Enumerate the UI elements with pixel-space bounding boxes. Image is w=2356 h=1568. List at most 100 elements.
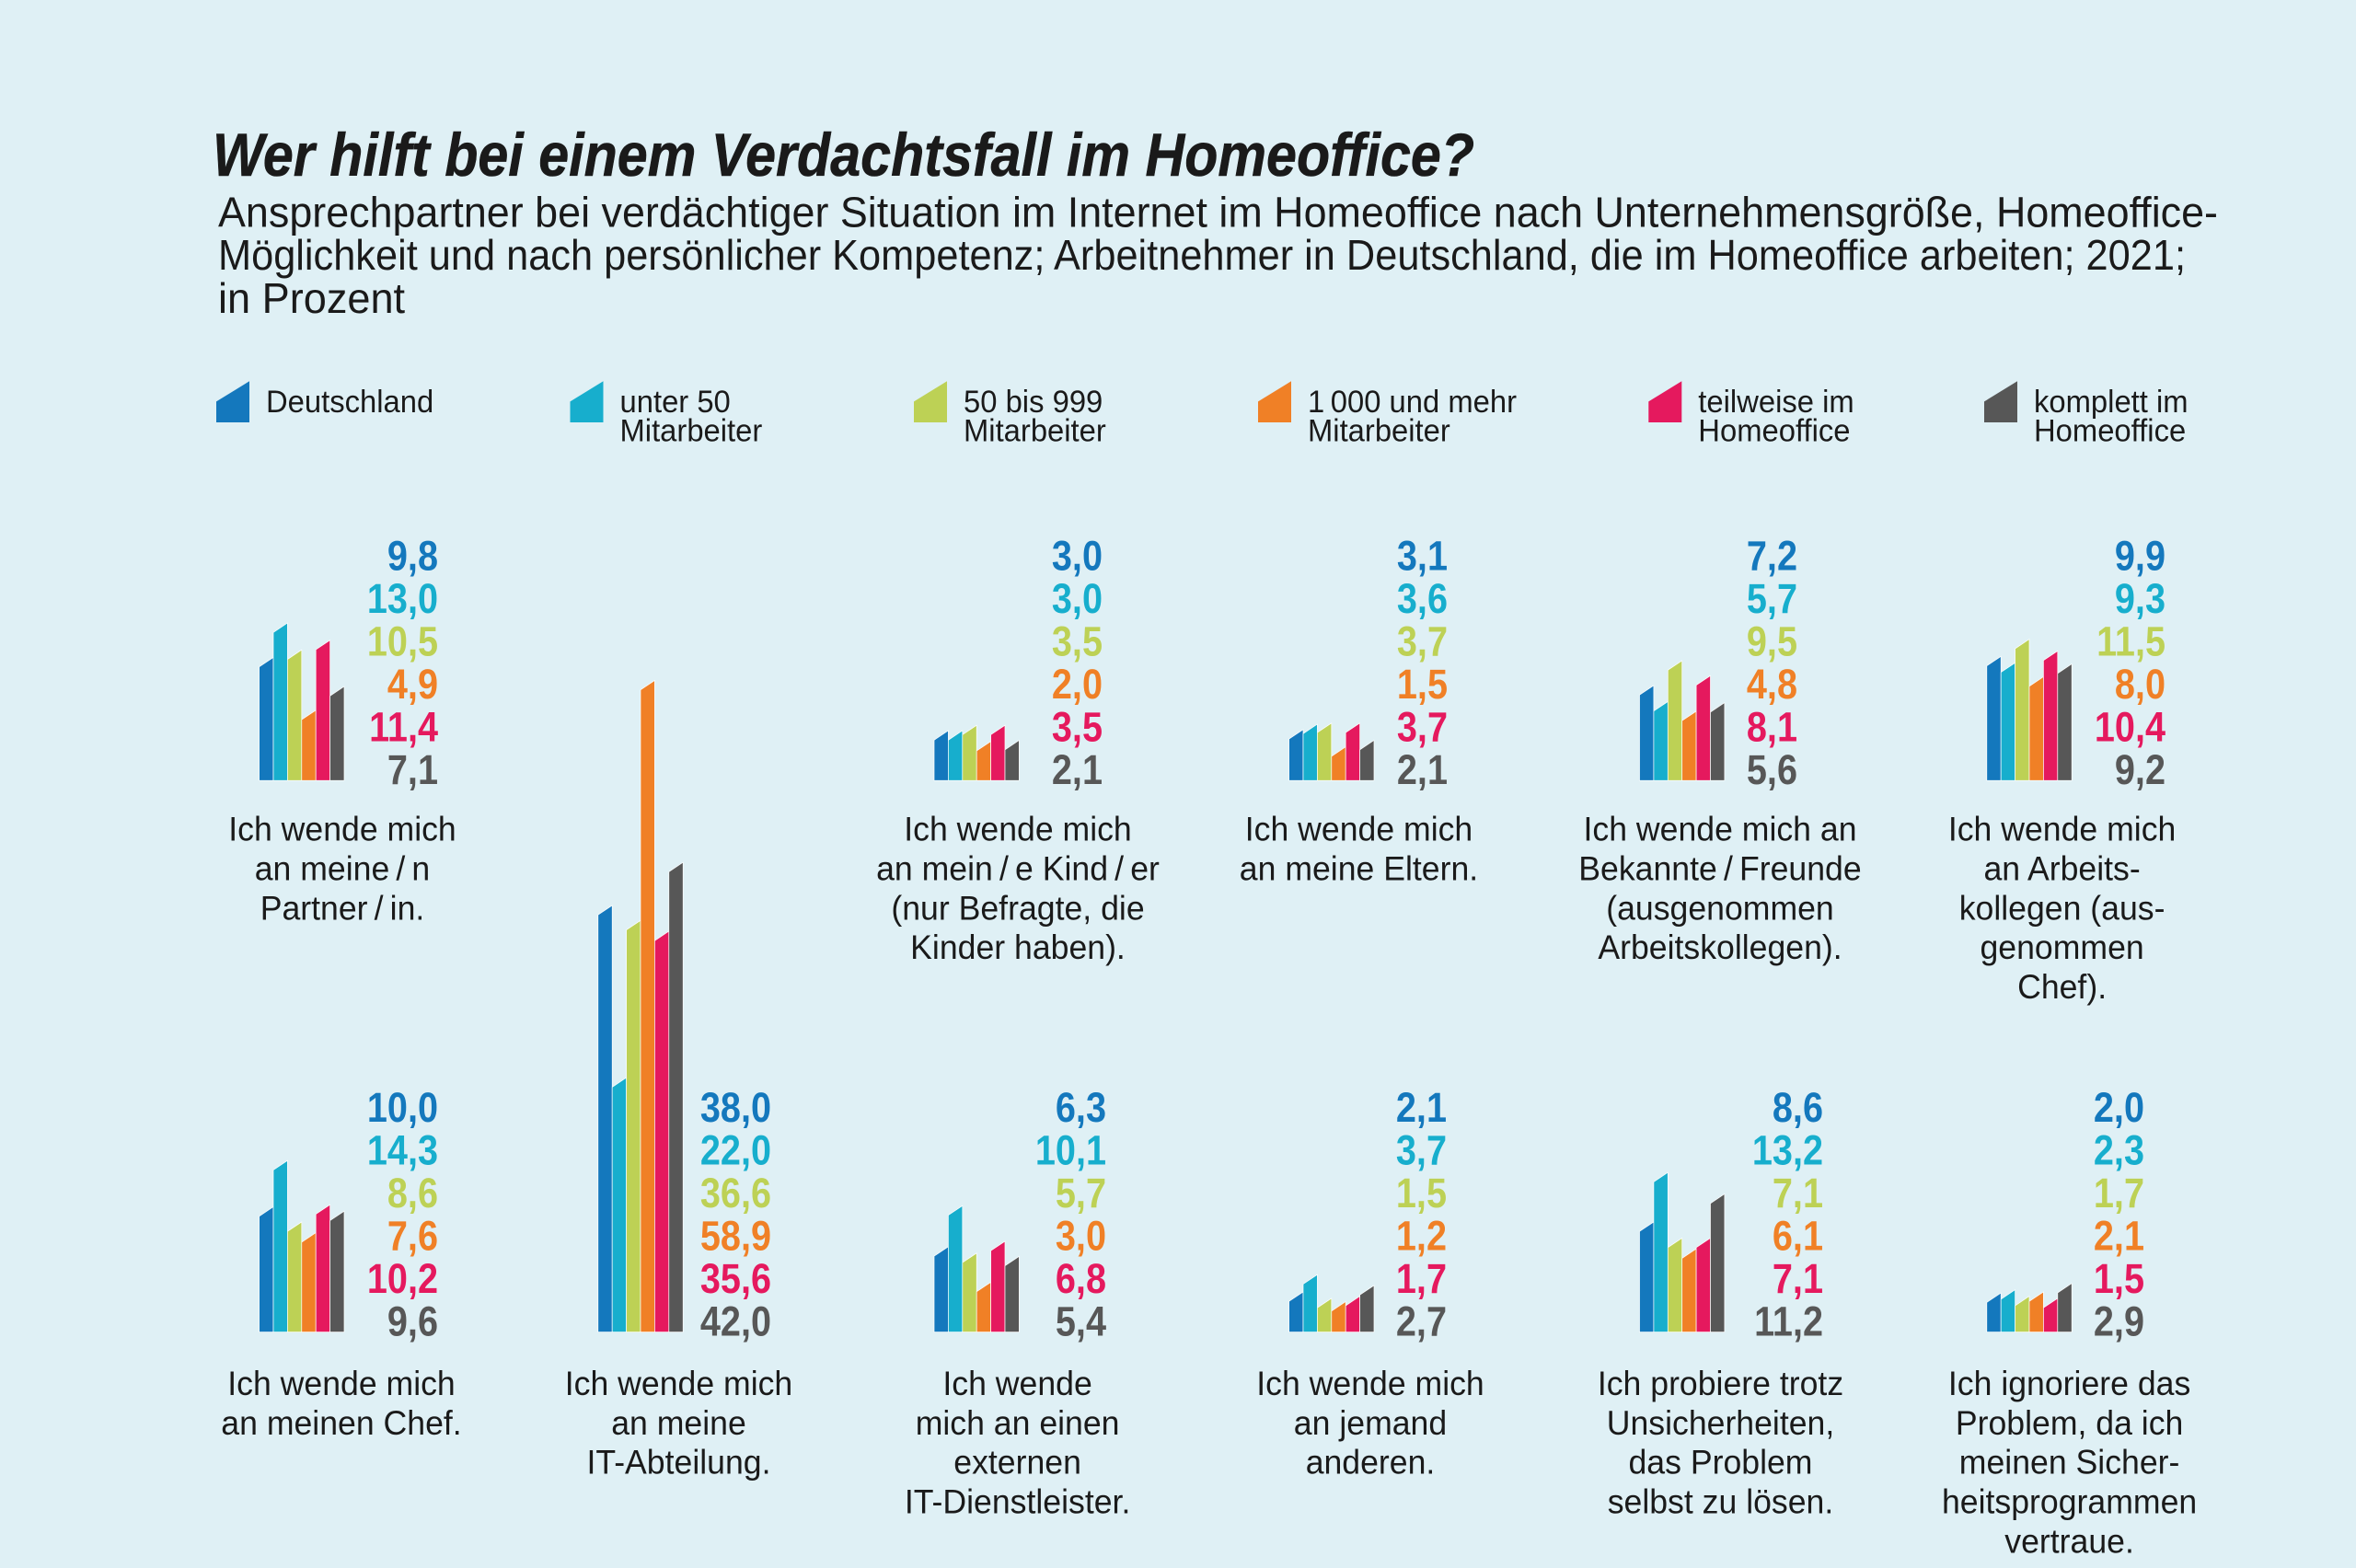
svg-text:Ich wende mich: Ich wende mich [904,810,1132,848]
svg-text:Ansprechpartner bei verdächtig: Ansprechpartner bei verdächtiger Situati… [218,188,2218,236]
svg-text:in Prozent: in Prozent [218,274,405,322]
svg-text:35,6: 35,6 [700,1255,771,1302]
svg-text:genommen: genommen [1981,928,2144,966]
svg-text:9,3: 9,3 [2115,575,2165,622]
svg-text:Mitarbeiter: Mitarbeiter [1308,414,1450,449]
svg-text:9,5: 9,5 [1747,618,1797,665]
svg-text:8,1: 8,1 [1747,704,1797,751]
svg-text:an meine / n: an meine / n [255,849,431,888]
svg-text:4,8: 4,8 [1747,661,1797,708]
svg-text:Ich wende mich: Ich wende mich [1948,810,2177,848]
svg-text:3,7: 3,7 [1396,1127,1447,1174]
svg-text:(ausgenommen: (ausgenommen [1606,888,1834,927]
svg-text:2,9: 2,9 [2094,1298,2144,1345]
svg-text:1,5: 1,5 [1396,1170,1447,1216]
svg-text:meinen Sicher-: meinen Sicher- [1959,1443,2180,1482]
svg-text:3,0: 3,0 [1052,533,1103,580]
svg-text:Arbeitskollegen).: Arbeitskollegen). [1598,928,1842,966]
svg-text:Ich wende mich an: Ich wende mich an [1584,810,1857,848]
svg-text:11,4: 11,4 [369,704,438,751]
svg-text:an mein / e Kind / er: an mein / e Kind / er [876,849,1160,888]
svg-text:3,5: 3,5 [1052,618,1103,665]
svg-text:3,0: 3,0 [1052,575,1103,622]
svg-text:Ich wende mich: Ich wende mich [228,810,456,848]
svg-text:8,6: 8,6 [387,1170,438,1216]
svg-text:3,1: 3,1 [1397,533,1448,580]
svg-text:kollegen (aus-: kollegen (aus- [1959,888,2165,927]
svg-text:3,6: 3,6 [1397,575,1448,622]
svg-text:10,4: 10,4 [2095,704,2165,751]
svg-text:Mitarbeiter: Mitarbeiter [620,414,763,449]
svg-text:Deutschland: Deutschland [266,385,433,420]
svg-text:4,9: 4,9 [387,661,438,708]
svg-text:Ich ignoriere das: Ich ignoriere das [1948,1364,2190,1402]
svg-text:Problem, da ich: Problem, da ich [1956,1403,2184,1442]
svg-text:7,6: 7,6 [387,1213,438,1260]
svg-text:IT-Abteilung.: IT-Abteilung. [587,1443,771,1482]
svg-text:9,6: 9,6 [387,1298,438,1345]
svg-text:5,4: 5,4 [1056,1298,1106,1345]
svg-text:(nur Befragte, die: (nur Befragte, die [891,888,1144,927]
svg-text:Unsicherheiten,: Unsicherheiten, [1607,1403,1835,1442]
svg-text:das Problem: das Problem [1629,1443,1813,1482]
svg-text:8,0: 8,0 [2115,661,2165,708]
svg-text:8,6: 8,6 [1773,1084,1823,1131]
svg-text:2,0: 2,0 [2094,1084,2144,1131]
svg-text:10,1: 10,1 [1035,1127,1106,1174]
svg-text:3,0: 3,0 [1056,1213,1106,1260]
svg-text:6,3: 6,3 [1056,1084,1106,1131]
svg-text:Partner / in.: Partner / in. [260,888,425,927]
svg-text:anderen.: anderen. [1306,1443,1436,1482]
svg-text:13,2: 13,2 [1752,1127,1823,1174]
svg-text:IT-Dienstleister.: IT-Dienstleister. [905,1482,1131,1521]
svg-text:Homeoffice: Homeoffice [1698,414,1850,449]
svg-text:2,1: 2,1 [1052,746,1103,793]
svg-text:5,7: 5,7 [1747,575,1797,622]
svg-text:an meine: an meine [611,1403,746,1442]
svg-text:9,2: 9,2 [2115,746,2165,793]
svg-text:Möglichkeit und nach persönlic: Möglichkeit und nach persönlicher Kompet… [218,231,2186,279]
svg-text:10,2: 10,2 [367,1255,438,1302]
svg-text:Wer hilft bei einem Verdachtsf: Wer hilft bei einem Verdachtsfall im Hom… [213,121,1474,189]
svg-text:6,8: 6,8 [1056,1255,1106,1302]
svg-text:7,1: 7,1 [1773,1170,1823,1216]
svg-text:externen: externen [953,1443,1081,1482]
svg-text:11,5: 11,5 [2096,618,2165,665]
svg-text:Kinder haben).: Kinder haben). [910,928,1126,966]
svg-text:10,5: 10,5 [367,618,438,665]
svg-text:an meine Eltern.: an meine Eltern. [1240,849,1478,888]
svg-text:Mitarbeiter: Mitarbeiter [964,414,1106,449]
svg-text:3,5: 3,5 [1052,704,1103,751]
svg-text:6,1: 6,1 [1773,1213,1823,1260]
svg-text:14,3: 14,3 [367,1127,438,1174]
svg-text:an meinen Chef.: an meinen Chef. [221,1403,461,1442]
svg-text:1,7: 1,7 [1396,1255,1447,1302]
svg-text:Ich wende mich: Ich wende mich [1256,1364,1484,1402]
svg-text:2,3: 2,3 [2094,1127,2144,1174]
svg-text:Ich wende mich: Ich wende mich [565,1364,793,1402]
svg-text:36,6: 36,6 [700,1170,771,1216]
svg-text:1,5: 1,5 [2094,1255,2144,1302]
svg-text:1,5: 1,5 [1397,661,1448,708]
svg-text:vertraue.: vertraue. [2004,1521,2134,1560]
svg-text:Chef).: Chef). [2017,967,2107,1006]
svg-text:mich an einen: mich an einen [916,1403,1120,1442]
svg-text:3,7: 3,7 [1397,618,1448,665]
svg-text:7,1: 7,1 [387,746,438,793]
svg-text:5,6: 5,6 [1747,746,1797,793]
svg-text:9,8: 9,8 [387,533,438,580]
svg-text:42,0: 42,0 [700,1298,771,1345]
svg-text:58,9: 58,9 [700,1213,771,1260]
svg-text:2,0: 2,0 [1052,661,1103,708]
svg-text:1,2: 1,2 [1396,1213,1447,1260]
svg-text:11,2: 11,2 [1754,1298,1823,1345]
svg-text:10,0: 10,0 [367,1084,438,1131]
svg-text:Ich wende mich: Ich wende mich [227,1364,456,1402]
svg-text:50 bis 999: 50 bis 999 [964,385,1103,420]
svg-text:heitsprogrammen: heitsprogrammen [1942,1482,2197,1521]
svg-text:Homeoffice: Homeoffice [2034,414,2186,449]
svg-text:komplett im: komplett im [2034,385,2189,420]
svg-text:22,0: 22,0 [700,1127,771,1174]
svg-text:unter 50: unter 50 [620,385,731,420]
svg-text:1,7: 1,7 [2094,1170,2144,1216]
